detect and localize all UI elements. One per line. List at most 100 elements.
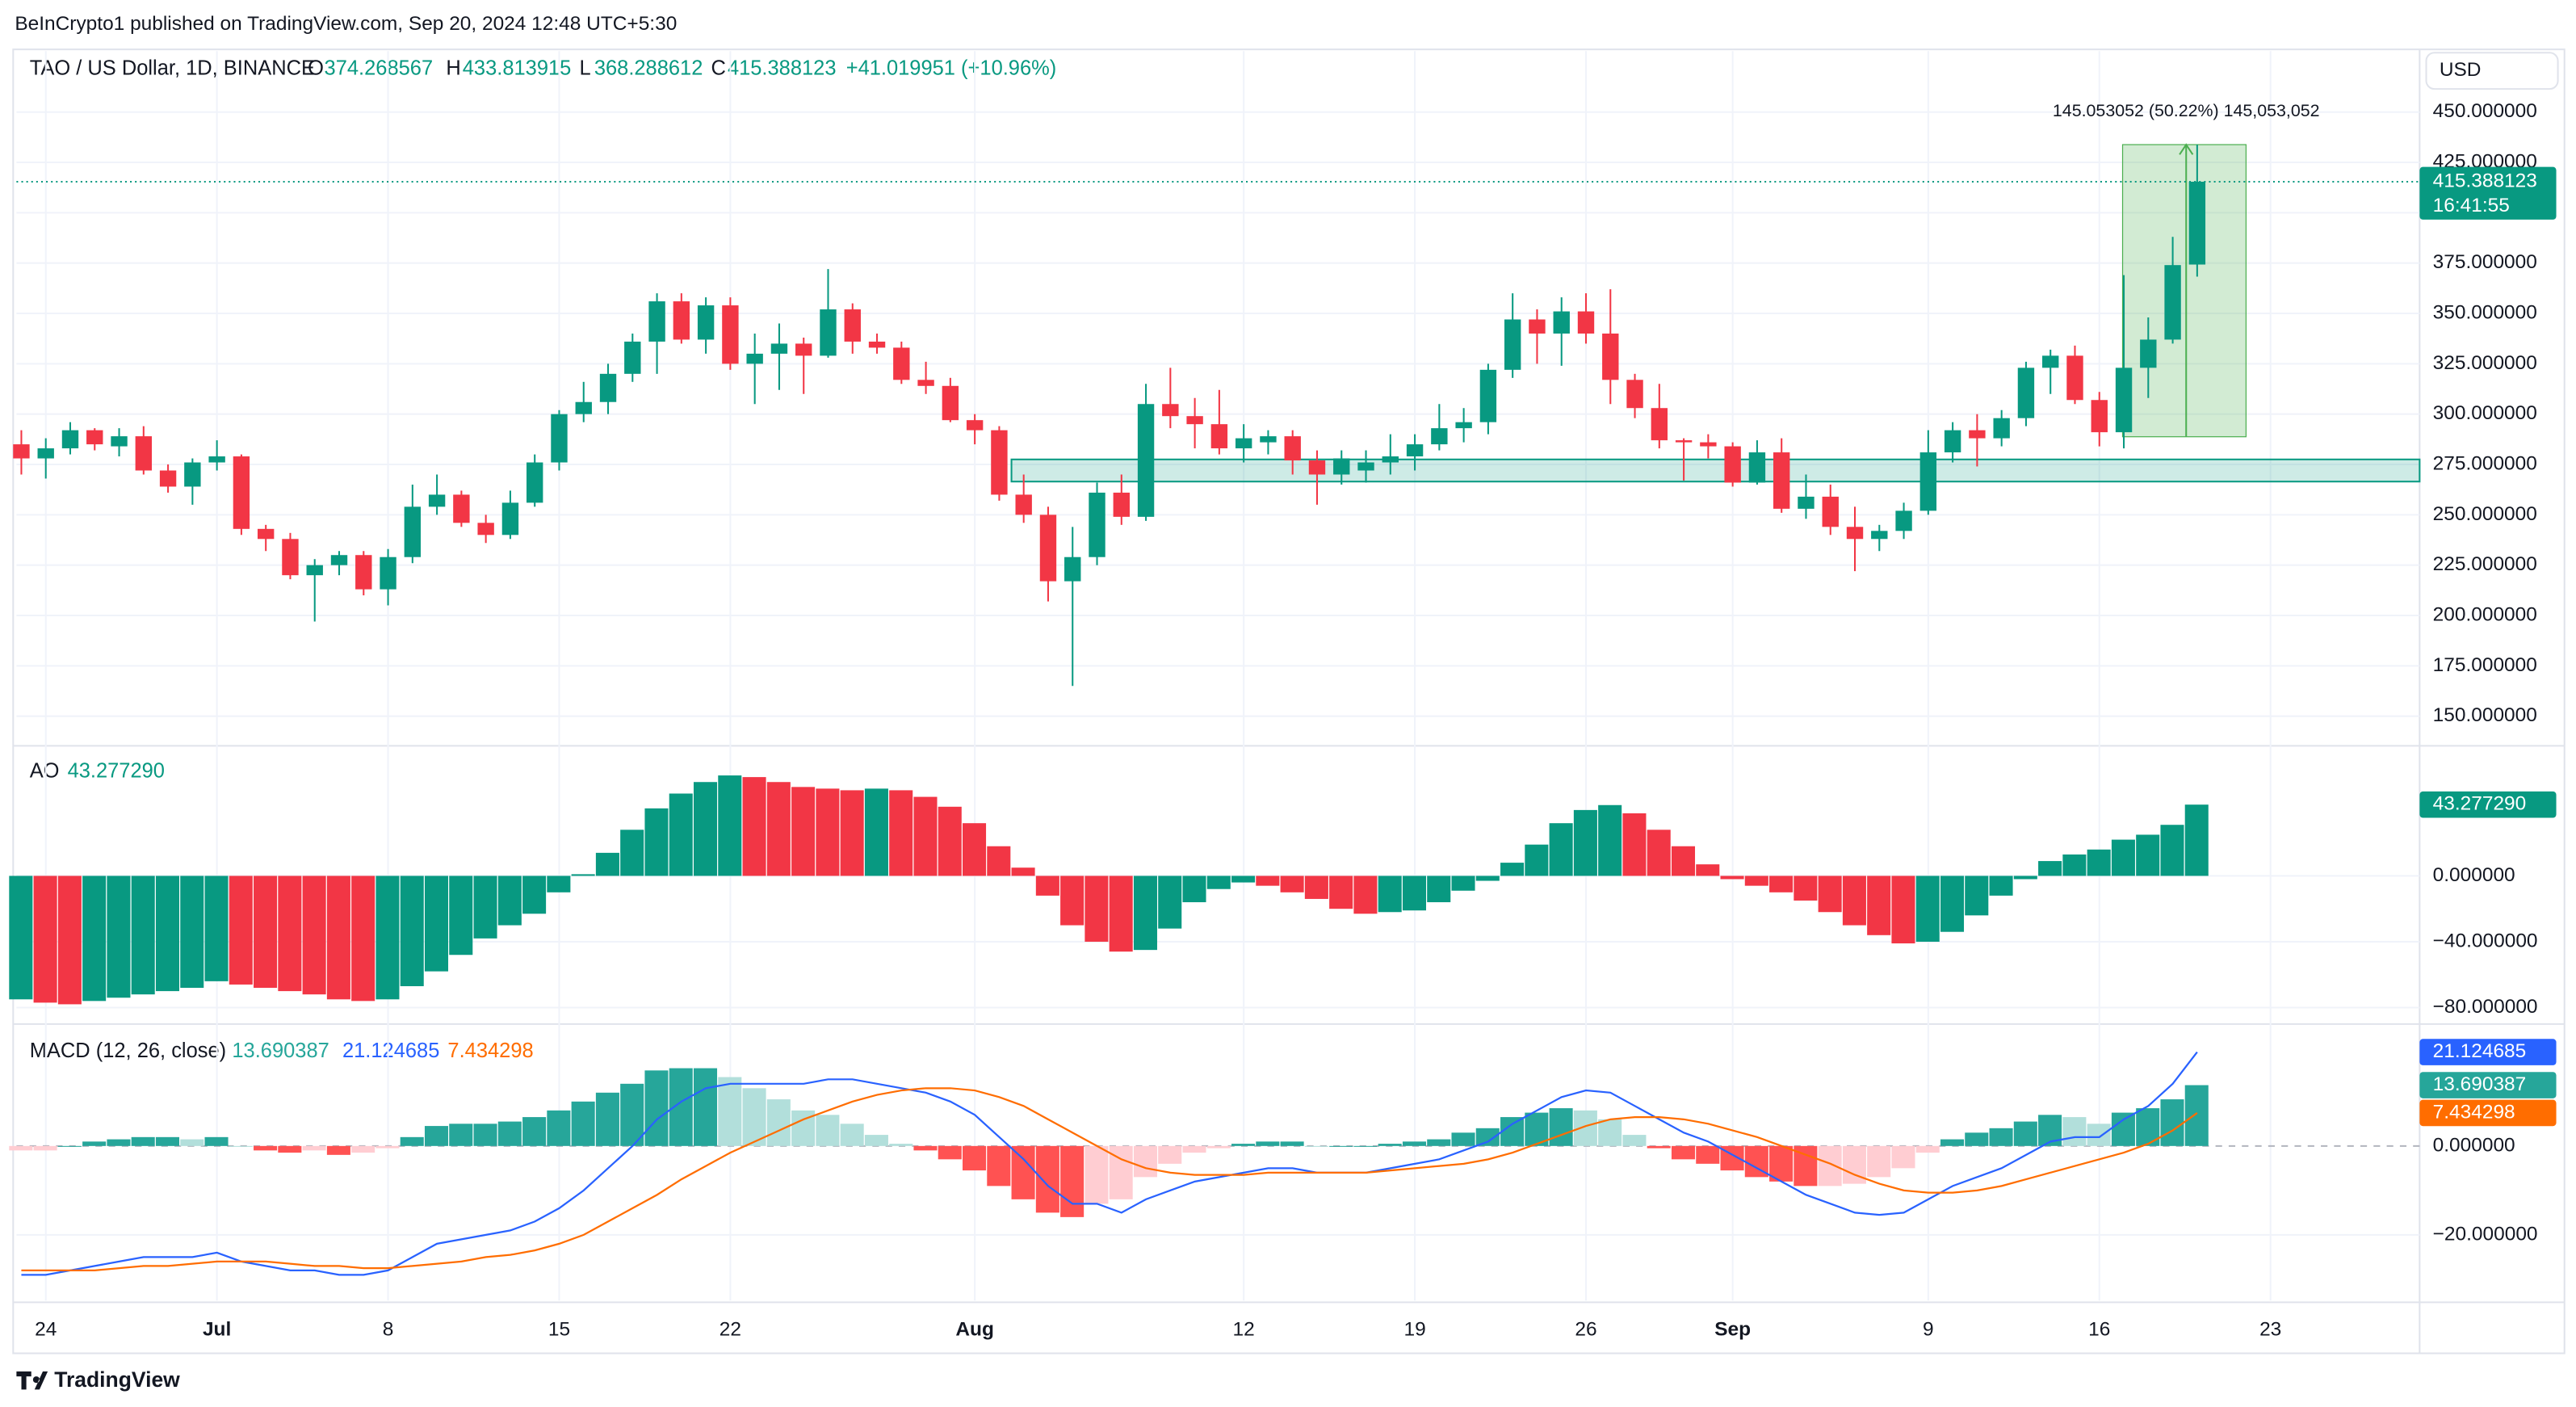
macd-histogram-bar [889,1144,913,1146]
candle-body [1039,514,1057,582]
candle-body [184,462,201,487]
macd-histogram-bar [107,1139,131,1146]
currency[interactable]: USD [2440,59,2482,81]
candle-body [1089,492,1105,557]
macd-histogram-bar [816,1115,840,1146]
ao-bar [1109,876,1133,952]
candle-body [355,555,372,590]
candle-body [1895,510,1912,531]
macd-histogram-bar [718,1077,742,1146]
ohlc-letter: C [711,57,726,79]
x-tick-label: 22 [720,1318,741,1340]
macd-histogram-bar [180,1139,204,1146]
ao-bar [571,874,595,876]
x-tick-label: Sep [1714,1318,1751,1340]
candle-body [844,309,861,342]
macd-histogram-bar [1304,1145,1328,1147]
ohlc-value: 374.268567 [325,57,434,79]
y-tick-label: 450.000000 [2433,100,2537,122]
macd-histogram-bar [1915,1145,1940,1153]
ao-bar [816,788,840,876]
macd-histogram-bar [644,1070,669,1146]
ohlc-letter: H [446,57,460,79]
candle-body [1846,527,1864,540]
y-tick-label: 325.000000 [2433,352,2537,374]
ohlc-value: 415.388123 [728,57,837,79]
candle-body [2115,368,2133,433]
ao-bar [620,830,644,876]
ao-bar [693,782,718,876]
ao-bar [1085,876,1109,942]
ao-bar [1989,876,2013,896]
macd-histogram-bar [1378,1144,1402,1146]
macd-histogram-bar [9,1145,33,1151]
candle-body [404,506,422,557]
candle-body [1455,422,1472,429]
macd-histogram-bar [57,1145,82,1147]
ao-bar [669,793,693,876]
candle-body [1235,438,1252,449]
macd-histogram-bar [742,1088,766,1146]
ao-bar [180,876,204,989]
candle-body [1822,496,1839,527]
ao-bar [1500,863,1525,876]
candle-body [820,309,837,356]
candle-body [1798,496,1815,509]
candle-body [1675,440,1693,443]
candle-body [1602,333,1619,380]
macd-histogram-bar [1647,1145,1671,1149]
candle-body [1113,492,1130,517]
ao-bar [1818,876,1842,913]
macd-histogram-bar [351,1145,375,1153]
candle-body [501,502,519,536]
ao-bar [938,806,962,876]
candle-body [1748,452,1766,483]
macd-histogram-bar [1206,1145,1231,1149]
last-price-badge [2419,166,2557,220]
candle-body [1626,380,1643,409]
x-tick-label: 19 [1403,1318,1425,1340]
ohlc-value: 368.288612 [594,57,703,79]
x-tick-label: 8 [383,1318,394,1340]
candle-body [893,347,910,380]
candle-body [428,494,446,507]
candle-body [1504,319,1521,370]
candle-body [1871,531,1888,540]
macd-histogram-bar [1158,1145,1182,1164]
candle-body [1724,446,1741,483]
candle-body [1431,428,1448,445]
macd-histogram-bar [1011,1145,1035,1199]
macd-histogram-bar [400,1136,424,1146]
macd-histogram-bar [1500,1117,1525,1146]
candle-body [697,305,715,340]
candle-body [942,385,959,421]
measure-box [2121,144,2247,438]
ao-bar [1475,876,1500,881]
ao-bar [204,876,229,981]
candle-body [380,556,396,590]
macd-histogram-bar [254,1145,278,1151]
candle-body [2042,355,2059,368]
ao-bar [1598,804,1622,876]
ao-bar [1133,876,1157,951]
ao-bar [1353,876,1378,914]
macd-histogram-bar [1329,1145,1353,1147]
ao-bar [1378,876,1402,913]
ao-bar [2111,839,2135,876]
candle-body [770,343,788,354]
currency-button[interactable] [2425,52,2559,90]
signal-line [21,1087,2198,1272]
candle-body [233,456,250,529]
symbol-title: TAO / US Dollar, 1D, BINANCE [30,57,315,79]
candle-body [2066,355,2083,401]
macd-histogram-bar [375,1145,400,1149]
candle-body [306,565,323,576]
macd-histogram-bar [302,1145,326,1151]
macd-histogram-bar [1402,1141,1426,1146]
macd-histogram-bar [987,1145,1011,1186]
macd-histogram-bar [1280,1141,1304,1146]
x-tick-label: 12 [1233,1318,1255,1340]
ao-bar [1035,876,1059,896]
hist-last-badge-text: 13.690387 [2433,1073,2527,1095]
x-tick-label: 23 [2259,1318,2281,1340]
